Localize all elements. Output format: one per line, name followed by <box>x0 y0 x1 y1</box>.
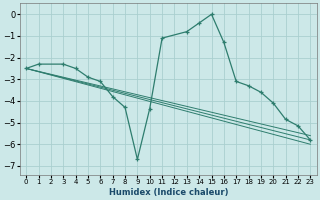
X-axis label: Humidex (Indice chaleur): Humidex (Indice chaleur) <box>108 188 228 197</box>
